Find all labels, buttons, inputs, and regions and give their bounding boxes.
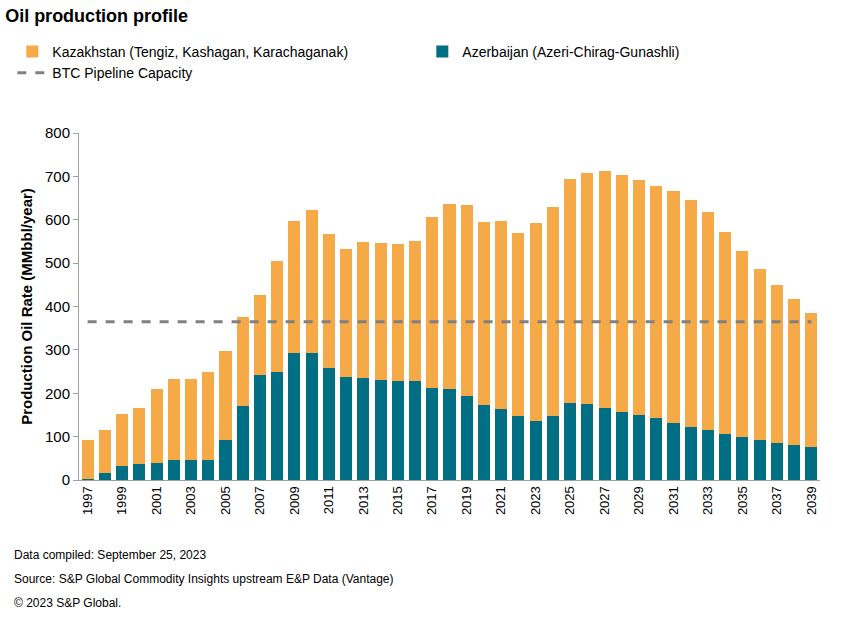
svg-text:2007: 2007 <box>252 486 267 515</box>
svg-text:2023: 2023 <box>528 486 543 515</box>
svg-text:2033: 2033 <box>700 486 715 515</box>
svg-text:© 2023 S&P Global.: © 2023 S&P Global. <box>14 596 121 610</box>
svg-text:500: 500 <box>45 254 70 271</box>
svg-text:2037: 2037 <box>769 486 784 515</box>
svg-text:Kazakhstan (Tengiz, Kashagan,: Kazakhstan (Tengiz, Kashagan, Karachagan… <box>52 44 348 60</box>
svg-text:2013: 2013 <box>356 486 371 515</box>
svg-text:600: 600 <box>45 211 70 228</box>
svg-text:2017: 2017 <box>424 486 439 515</box>
svg-text:2001: 2001 <box>149 486 164 515</box>
svg-text:BTC Pipeline Capacity: BTC Pipeline Capacity <box>52 65 192 81</box>
svg-text:100: 100 <box>45 428 70 445</box>
svg-text:2015: 2015 <box>390 486 405 515</box>
svg-text:Production Oil Rate (MMbbl/yea: Production Oil Rate (MMbbl/year) <box>18 188 35 425</box>
svg-text:2021: 2021 <box>493 486 508 515</box>
svg-text:2003: 2003 <box>183 486 198 515</box>
svg-text:0: 0 <box>62 471 70 488</box>
svg-text:800: 800 <box>45 124 70 141</box>
svg-text:700: 700 <box>45 168 70 185</box>
svg-text:1999: 1999 <box>114 486 129 515</box>
svg-text:2029: 2029 <box>631 486 646 515</box>
svg-text:200: 200 <box>45 385 70 402</box>
svg-text:Azerbaijan (Azeri-Chirag-Gunas: Azerbaijan (Azeri-Chirag-Gunashli) <box>462 44 679 60</box>
svg-text:2019: 2019 <box>459 486 474 515</box>
svg-text:2005: 2005 <box>218 486 233 515</box>
svg-text:2011: 2011 <box>321 486 336 514</box>
svg-text:2035: 2035 <box>735 486 750 515</box>
svg-text:Source: S&P Global Commodity I: Source: S&P Global Commodity Insights up… <box>14 572 394 586</box>
svg-text:2025: 2025 <box>562 486 577 515</box>
svg-text:1997: 1997 <box>80 486 95 515</box>
svg-text:300: 300 <box>45 341 70 358</box>
svg-text:Oil production profile: Oil production profile <box>5 6 188 26</box>
svg-text:Data compiled: September 25, 2: Data compiled: September 25, 2023 <box>14 548 206 562</box>
svg-text:2031: 2031 <box>666 486 681 515</box>
svg-text:400: 400 <box>45 298 70 315</box>
svg-text:2039: 2039 <box>804 486 819 515</box>
svg-text:2009: 2009 <box>287 486 302 515</box>
svg-text:2027: 2027 <box>597 486 612 515</box>
